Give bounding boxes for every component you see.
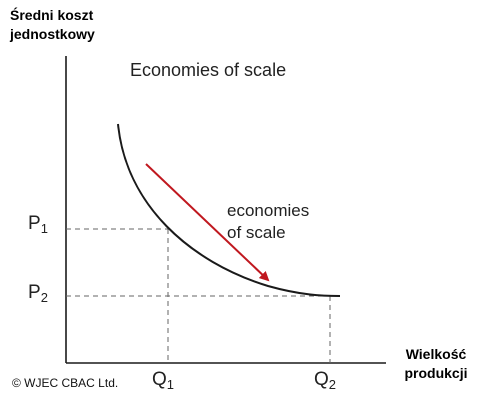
y-axis-label-line2: jednostkowy [10, 26, 95, 42]
x-axis-label-line2: produkcji [404, 365, 468, 381]
tick-p1-base: P [28, 213, 41, 234]
tick-q1-base: Q [152, 369, 167, 390]
copyright-notice: © WJEC CBAC Ltd. [12, 376, 119, 390]
tick-q2-base: Q [314, 369, 329, 390]
y-axis-label: Średni koszt jednostkowy [10, 6, 95, 44]
tick-q1: Q1 [152, 369, 174, 392]
annotation-line2: of scale [227, 223, 286, 242]
tick-p2-base: P [28, 282, 41, 303]
tick-q2-sub: 2 [328, 377, 337, 392]
tick-p2: P2 [28, 282, 48, 305]
economies-annotation: economies of scale [227, 200, 309, 244]
average-cost-curve [117, 123, 341, 297]
tick-q2: Q2 [314, 369, 336, 392]
tick-p2-sub: 2 [40, 290, 48, 305]
x-axis-label: Wielkość produkcji [399, 345, 473, 383]
tick-p1: P1 [28, 213, 48, 236]
tick-q1-sub: 1 [166, 377, 175, 392]
x-axis-label-line1: Wielkość [405, 346, 467, 362]
economies-arrow [145, 163, 270, 282]
tick-p1-sub: 1 [40, 221, 48, 236]
annotation-line1: economies [227, 201, 310, 220]
y-axis-label-line1: Średni koszt [10, 7, 94, 23]
diagram-title: Economies of scale [130, 60, 287, 80]
